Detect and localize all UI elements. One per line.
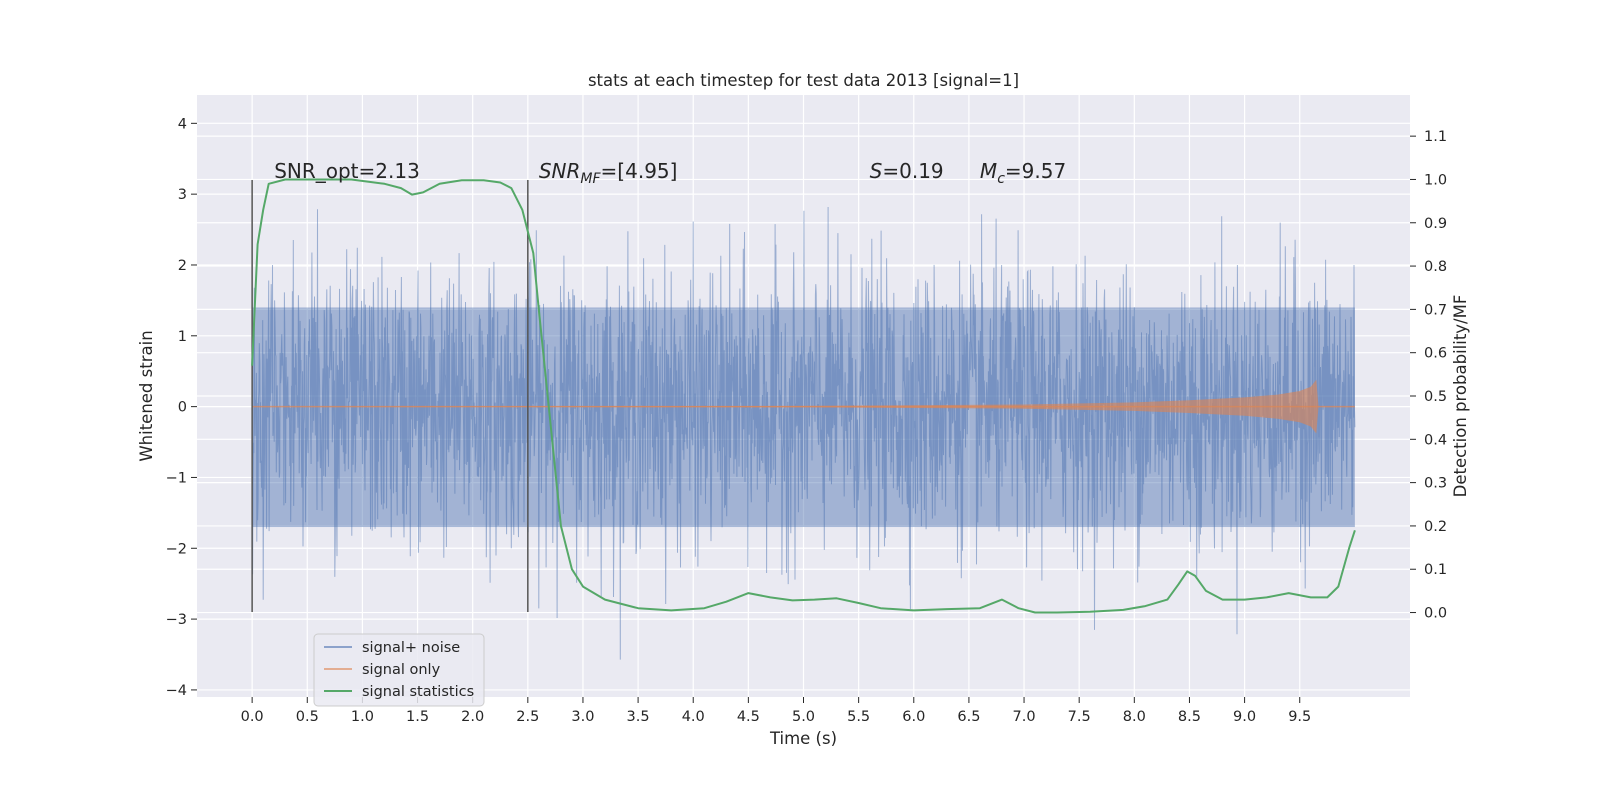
annotation-s-label: S (870, 159, 883, 183)
y-right-tick-label: 0.3 (1424, 476, 1447, 492)
y-right-tick-label: 0.8 (1424, 259, 1447, 275)
y-left-tick-label: −4 (166, 683, 187, 699)
y-axis-label-right: Detection probability/MF (1451, 295, 1470, 498)
x-tick-label: 2.5 (516, 709, 539, 725)
x-tick-label: 4.5 (737, 709, 760, 725)
legend-box (313, 633, 485, 707)
x-tick-label: 6.0 (902, 709, 925, 725)
x-tick-label: 9.0 (1233, 709, 1256, 725)
y-left-tick-label: 1 (178, 329, 187, 345)
x-tick-label: 3.0 (571, 709, 594, 725)
y-left-tick-label: 4 (178, 116, 187, 132)
vertical-markers (251, 179, 529, 613)
y-left-tick-label: 0 (178, 400, 187, 416)
annotation-snr-opt: SNR_opt=2.13 (274, 159, 420, 183)
x-axis-label: Time (s) (769, 729, 837, 748)
statistics-line (251, 178, 1356, 614)
x-tick-label: 1.5 (406, 709, 429, 725)
x-tick-label: 4.0 (682, 709, 705, 725)
series-signal-only (252, 379, 1355, 434)
annotation-mc: Mc=9.57 (980, 159, 1066, 187)
x-tick-label: 5.0 (792, 709, 815, 725)
y-axis-label-left: Whitened strain (137, 330, 156, 461)
annotation-snr-mf-value: =[4.95] (601, 159, 678, 183)
annotation-mc-value: =9.57 (1005, 159, 1066, 183)
legend: signal+ noise signal only signal statist… (313, 633, 485, 707)
annotation-snr-mf-sub: MF (580, 171, 601, 187)
y-right-tick-label: 0.2 (1424, 519, 1447, 535)
y-right-tick-label: 0.9 (1424, 216, 1447, 232)
y-left-tick-label: 3 (178, 187, 187, 203)
series-signal-statistics (251, 178, 1356, 614)
x-tick-label: 8.5 (1178, 709, 1201, 725)
y-left-tick-label: 2 (178, 258, 187, 274)
x-tick-label: 8.0 (1123, 709, 1146, 725)
x-tick-label: 2.0 (461, 709, 484, 725)
annotation-s-value: =0.19 (882, 159, 943, 183)
y-right-tick-label: 0.7 (1424, 302, 1447, 318)
annotation-mc-base: M (980, 159, 997, 183)
legend-label-signal-only: signal only (362, 662, 441, 678)
y-right-tick-label: 0.5 (1424, 389, 1447, 405)
axes: 0.0 0.5 1.0 1.5 2.0 2.5 3.0 3.5 4.0 4.5 5.0 5.5 6.0 6… (166, 116, 1447, 725)
legend-label-signal-noise: signal+ noise (362, 640, 460, 656)
x-tick-label: 9.5 (1288, 709, 1311, 725)
y-left-tick-label: −3 (166, 612, 187, 628)
y-right-tick-label: 0.4 (1424, 432, 1447, 448)
legend-label-signal-statistics: signal statistics (362, 684, 474, 700)
chart-title: stats at each timestep for test data 201… (588, 71, 1019, 90)
noise-envelope (252, 307, 1355, 528)
series-signal-noise (251, 206, 1356, 660)
y-left-tick-label: −2 (166, 541, 187, 557)
x-tick-label: 0.0 (241, 709, 264, 725)
x-tick-label: 0.5 (296, 709, 319, 725)
annotation-s: S=0.19 (870, 159, 944, 183)
y-right-tick-label: 1.0 (1424, 172, 1447, 188)
annotation-snr-mf: SNRMF=[4.95] (539, 159, 678, 187)
y-right-tick-label: 0.6 (1424, 346, 1447, 362)
y-left-tick-label: −1 (166, 470, 187, 486)
y-right-tick-label: 0.1 (1424, 562, 1447, 578)
y-right-tick-label: 0.0 (1424, 606, 1447, 622)
x-tick-label: 1.0 (351, 709, 374, 725)
x-tick-label: 6.5 (957, 709, 980, 725)
y-right-tick-label: 1.1 (1424, 129, 1447, 145)
annotation-mc-sub: c (997, 171, 1005, 187)
annotation-snr-mf-base: SNR (539, 159, 581, 183)
x-tick-label: 7.5 (1068, 709, 1091, 725)
x-tick-label: 5.5 (847, 709, 870, 725)
noise-trace (251, 206, 1356, 660)
x-tick-label: 3.5 (627, 709, 650, 725)
x-tick-label: 7.0 (1013, 709, 1036, 725)
